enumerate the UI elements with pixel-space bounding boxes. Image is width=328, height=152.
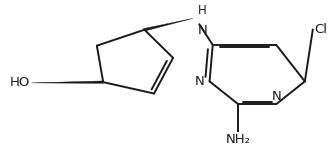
- Polygon shape: [143, 18, 193, 31]
- Text: N: N: [195, 75, 205, 88]
- Text: Cl: Cl: [314, 23, 327, 36]
- Text: N: N: [198, 24, 208, 37]
- Text: N: N: [271, 90, 281, 103]
- Text: HO: HO: [10, 76, 30, 89]
- Text: NH₂: NH₂: [226, 133, 251, 146]
- Text: H: H: [198, 4, 207, 17]
- Polygon shape: [32, 81, 103, 83]
